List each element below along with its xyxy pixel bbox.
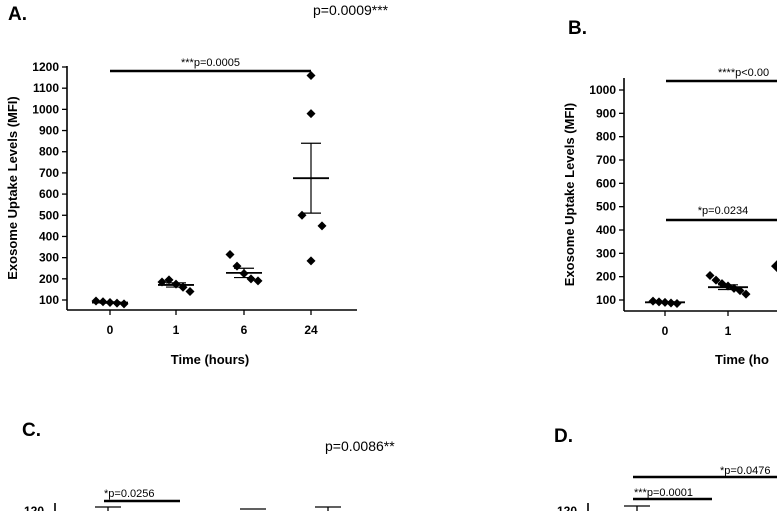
b-ytick-label: 900	[596, 106, 616, 120]
a-point-6h	[225, 249, 235, 259]
a-ytick-label: 1200	[32, 60, 59, 74]
b-ytick-label: 1000	[589, 83, 616, 97]
a-xtick-label: 1	[173, 323, 180, 337]
d-bracket-label-top: *p=0.0476	[720, 465, 770, 477]
panel-label-b: B.	[568, 18, 587, 39]
a-x-axis-label: Time (hours)	[171, 352, 250, 367]
a-point-1h	[164, 275, 174, 285]
d-ytick-label: 120	[557, 504, 577, 511]
b-ytick-label: 400	[596, 223, 616, 237]
a-ytick-label: 200	[39, 272, 59, 286]
b-point-1h	[705, 271, 715, 280]
a-xtick-label: 6	[241, 323, 248, 337]
panel-label-d: D.	[554, 426, 573, 447]
a-point-24h	[306, 70, 316, 80]
b-bracket-label-top: ****p<0.00	[718, 67, 769, 79]
a-bracket-label: ***p=0.0005	[181, 57, 240, 69]
b-point-1h	[741, 289, 751, 299]
c-ytick-label: 120	[24, 504, 44, 511]
b-ytick-label: 200	[596, 270, 616, 284]
b-point-0h	[648, 296, 658, 306]
a-ytick-label: 800	[39, 145, 59, 159]
b-ytick-label: 300	[596, 246, 616, 260]
a-point-1h	[185, 287, 195, 297]
a-xtick-label: 24	[304, 323, 318, 337]
b-x-axis-label: Time (ho	[715, 352, 769, 367]
b-ytick-label: 600	[596, 176, 616, 190]
a-ytick-label: 300	[39, 251, 59, 265]
b-xtick-label: 0	[662, 324, 669, 338]
b-xtick-label: 1	[725, 324, 732, 338]
b-ytick-label: 800	[596, 130, 616, 144]
a-y-axis-label: Exosome Uptake Levels (MFI)	[5, 96, 20, 280]
a-ytick-label: 700	[39, 166, 59, 180]
a-xtick-label: 0	[107, 323, 114, 337]
a-point-24h	[317, 221, 327, 231]
b-ytick-label: 500	[596, 200, 616, 214]
a-point-0h	[119, 299, 129, 309]
b-point-1h	[735, 286, 745, 296]
b-ytick-label: 100	[596, 293, 616, 307]
pvalue-a: p=0.0009***	[313, 2, 389, 18]
a-point-24h	[297, 210, 307, 220]
panel-label-a: A.	[8, 4, 27, 25]
b-point-cropped	[771, 260, 777, 273]
a-point-24h	[306, 256, 316, 266]
a-point-24h	[306, 109, 316, 119]
a-ytick-label: 900	[39, 124, 59, 138]
b-point-1h	[711, 275, 721, 285]
a-ytick-label: 600	[39, 187, 59, 201]
a-point-6h	[253, 276, 263, 286]
a-point-6h	[232, 261, 242, 271]
a-ytick-label: 400	[39, 229, 59, 243]
b-y-axis-label: Exosome Uptake Levels (MFI)	[562, 103, 577, 287]
d-bracket-label-lower: ***p=0.0001	[634, 487, 693, 499]
a-point-6h	[246, 274, 256, 284]
panel-label-c: C.	[22, 420, 41, 441]
b-point-0h	[672, 299, 682, 308]
a-ytick-label: 100	[39, 293, 59, 307]
pvalue-c: p=0.0086**	[325, 438, 395, 454]
a-ytick-label: 1100	[33, 81, 59, 95]
b-bracket-label-lower: *p=0.0234	[698, 205, 748, 217]
a-ytick-label: 500	[39, 208, 59, 222]
a-ytick-label: 1000	[32, 102, 59, 116]
c-bracket-label: *p=0.0256	[104, 488, 154, 500]
b-ytick-label: 700	[596, 153, 616, 167]
